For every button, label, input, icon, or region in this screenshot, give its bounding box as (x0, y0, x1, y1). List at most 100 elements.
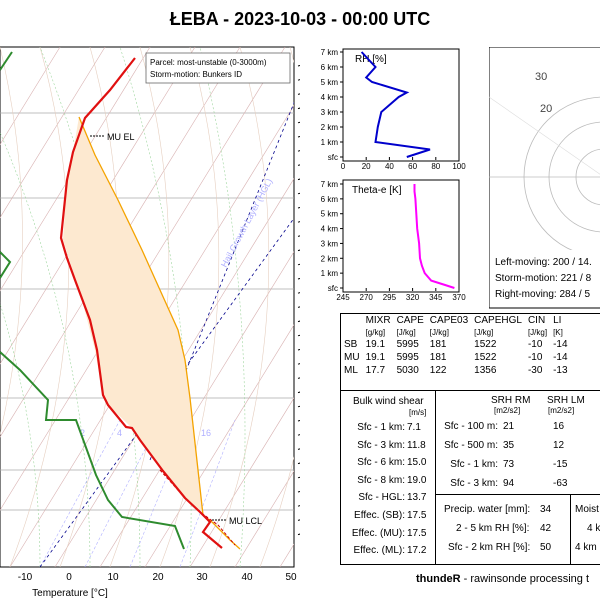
thermo-params-table: MIXR CAPE CAPE03 CAPEHGL CIN LI [g/kg] [… (340, 313, 600, 391)
srh-rm-unit: [m2/s2] (494, 406, 521, 415)
shear-row-label: Effec. (ML): (353, 545, 406, 557)
col-header: CIN (527, 315, 546, 326)
y-tick-label: 4 km (321, 93, 339, 102)
left-moving-text: Left-moving: 200 / 14. (495, 257, 592, 268)
wind-barb (297, 377, 300, 379)
srh-lm-value: -15 (553, 459, 568, 470)
col-unit: [K] (553, 328, 563, 337)
srh-row-label: Sfc - 100 m: (444, 421, 498, 432)
rh-2-5-value: 42 (540, 523, 552, 534)
rh-panel: RH [%] sfc 1 km 2 km 3 km 4 km 5 km 6 km 7 km 0… (321, 48, 467, 171)
rh-sfc-2-value: 50 (540, 542, 552, 553)
page-title: ŁEBA - 2023-10-03 - 00:00 UTC (169, 9, 431, 29)
moist-panel: Moist 4 k 4 km (570, 494, 600, 565)
cell: 19.1 (365, 339, 386, 350)
shear-row-label: Effec. (MU): (351, 527, 405, 539)
footer-brand: thundeR (416, 573, 461, 585)
moist-header: Moist (575, 504, 599, 515)
x-axis: -10 0 10 20 30 40 50 Temperature [°C] (18, 572, 297, 599)
shear-row-label: Sfc - 3 km: (357, 439, 405, 451)
x-tick: 0 (66, 572, 72, 583)
cell: 1522 (474, 339, 497, 350)
x-tick-label: 0 (341, 162, 346, 171)
cell: MU (344, 352, 360, 363)
srh-rm-value: 35 (503, 440, 515, 451)
wind-barb (297, 363, 300, 365)
mu-lcl-marker: MU LCL (212, 516, 262, 526)
rh-series-line (360, 51, 431, 158)
col-header: CAPEHGL (474, 315, 522, 326)
x-tick-label: 245 (336, 293, 350, 302)
col-header: MIXR (365, 315, 391, 326)
cell: 181 (429, 339, 447, 350)
wind-barb (297, 490, 300, 493)
x-tick-label: 270 (360, 293, 374, 302)
col-header: LI (553, 315, 562, 326)
precip-water-label: Precip. water [mm]: (444, 504, 531, 515)
x-tick: 30 (196, 572, 208, 583)
table-row: MU 19.1 5995 181 1522 -10 -14 (341, 351, 571, 364)
shear-row-label: Sfc - HGL: (358, 492, 405, 504)
footer: thundeR - rawinsonde processing t (416, 573, 589, 585)
srh-lm-value: -63 (553, 478, 568, 489)
srh-panel: SRH RM [m2/s2] SRH LM [m2/s2] Sfc - 100 … (435, 390, 600, 495)
shear-row-label: Sfc - 6 km: (357, 457, 405, 469)
mu-lcl-label: MU LCL (229, 516, 262, 526)
cell: 5995 (396, 352, 419, 363)
x-tick-label: 345 (429, 293, 443, 302)
theta-e-series-line (413, 184, 455, 289)
col-header (341, 314, 363, 327)
hgl-line-2 (39, 217, 294, 567)
srh-row-label: Sfc - 500 m: (444, 440, 498, 451)
col-header: CAPE (396, 315, 424, 326)
x-tick-label: 80 (431, 162, 440, 171)
parcel-path (78, 116, 241, 550)
theta-e-title: Theta-e [K] (352, 185, 402, 196)
wind-barb (297, 448, 300, 450)
x-tick: 50 (285, 572, 297, 583)
wind-barb (297, 334, 300, 337)
srh-rm-value: 73 (503, 459, 515, 470)
y-tick-label: 1 km (321, 138, 339, 147)
cell: -30 (527, 365, 543, 376)
x-tick: -10 (18, 572, 33, 583)
y-tick-label: sfc (328, 153, 338, 162)
y-tick-label: 5 km (321, 210, 339, 219)
precip-water-value: 34 (540, 504, 552, 515)
shear-row-label: Sfc - 1 km: (357, 422, 405, 433)
shear-header: Bulk wind shear (353, 396, 424, 407)
rh-sfc-2-label: Sfc - 2 km RH [%]: (448, 542, 531, 553)
wind-barb (297, 434, 300, 436)
shear-row-value: 15.0 (407, 457, 427, 469)
shear-row-value: 19.0 (407, 474, 427, 486)
srh-rm-header: SRH RM (491, 395, 531, 406)
y-tick-label: sfc (328, 284, 338, 293)
srh-rm-value: 94 (503, 478, 515, 489)
col-unit: [J/kg] (429, 328, 449, 337)
wind-barb (297, 476, 300, 479)
cell: -13 (553, 365, 568, 376)
cape-area (63, 117, 212, 522)
x-tick-label: 320 (406, 293, 420, 302)
y-tick-label: 6 km (321, 63, 339, 72)
cell: -10 (527, 352, 543, 363)
shear-row-label: Sfc - 8 km: (357, 474, 405, 486)
cell: 122 (429, 365, 447, 376)
srh-row-label: Sfc - 3 km: (450, 478, 498, 489)
table-row: ML 17.7 5030 122 1356 -30 -13 (341, 364, 571, 377)
cell: SB (344, 339, 358, 350)
rh-2-5-label: 2 - 5 km RH [%]: (456, 523, 530, 534)
shear-row-value: 11.8 (407, 439, 426, 451)
y-tick-label: 2 km (321, 123, 339, 132)
theta-e-panel: Theta-e [K] sfc 1 km 2 km 3 km 4 km 5 km 6 km 7… (321, 179, 466, 302)
x-tick-label: 100 (452, 162, 466, 171)
storm-motion-hodo-text: Storm-motion: 221 / 8 (495, 273, 592, 284)
hodo-ring-30: 30 (535, 71, 547, 83)
mixr-label-4: 4 (117, 428, 122, 438)
x-tick-label: 20 (362, 162, 371, 171)
wind-barb (297, 419, 300, 422)
shear-unit: [m/s] (409, 408, 427, 417)
cell: 17.7 (365, 365, 386, 376)
col-unit: [g/kg] (365, 328, 386, 337)
cell: 1522 (474, 352, 497, 363)
